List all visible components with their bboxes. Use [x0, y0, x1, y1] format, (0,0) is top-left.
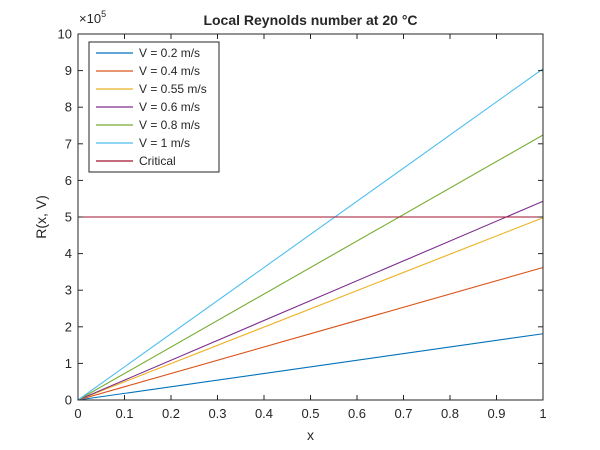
- legend-label-2: V = 0.55 m/s: [139, 82, 207, 96]
- legend-label-3: V = 0.6 m/s: [139, 100, 200, 114]
- y-tick-label-6: 6: [65, 173, 72, 188]
- y-tick-label-1: 1: [65, 356, 72, 371]
- series-line-0: [77, 333, 544, 401]
- x-tick-label-1: 0.1: [115, 406, 133, 421]
- series-line-5: [77, 68, 544, 401]
- x-tick-label-10: 1: [539, 406, 546, 421]
- x-tick-label-0: 0: [74, 406, 81, 421]
- legend-label-1: V = 0.4 m/s: [139, 64, 200, 78]
- x-axis-ticks: 0 0.1 0.2 0.3 0.4 0.5 0.6 0.7 0.8 0.9 1: [74, 34, 547, 421]
- y-exponent-label: ×105: [79, 9, 106, 26]
- legend-label-6: Critical: [139, 154, 176, 168]
- x-tick-label-3: 0.3: [208, 406, 226, 421]
- y-tick-label-5: 5: [65, 210, 72, 225]
- series-line-3: [77, 200, 544, 401]
- y-tick-label-10: 10: [58, 27, 72, 42]
- chart-title: Local Reynolds number at 20 °C: [203, 12, 417, 28]
- x-tick-label-2: 0.2: [162, 406, 180, 421]
- legend-label-5: V = 1 m/s: [139, 136, 190, 150]
- series-line-2: [77, 217, 544, 401]
- legend-label-4: V = 0.8 m/s: [139, 118, 200, 132]
- y-exponent-power: 5: [101, 9, 106, 19]
- x-tick-label-4: 0.4: [255, 406, 273, 421]
- y-axis-ticks: 0 1 2 3 4 5 6 7 8 9 10: [58, 27, 543, 408]
- legend-items: V = 0.2 m/s V = 0.4 m/s V = 0.55 m/s V = 0.…: [96, 46, 207, 168]
- y-tick-label-4: 4: [65, 246, 72, 261]
- y-tick-label-9: 9: [65, 63, 72, 78]
- x-tick-label-5: 0.5: [301, 406, 319, 421]
- y-tick-label-0: 0: [65, 393, 72, 408]
- legend-label-0: V = 0.2 m/s: [139, 46, 200, 60]
- y-axis-label: R(x, V): [33, 195, 49, 239]
- y-tick-label-7: 7: [65, 136, 72, 151]
- x-tick-label-8: 0.8: [441, 406, 459, 421]
- y-tick-label-3: 3: [65, 283, 72, 298]
- y-tick-label-8: 8: [65, 100, 72, 115]
- y-tick-label-2: 2: [65, 319, 72, 334]
- x-axis-label: x: [307, 427, 314, 443]
- x-tick-label-7: 0.7: [394, 406, 412, 421]
- x-tick-label-9: 0.9: [487, 406, 505, 421]
- series-layer: [77, 68, 544, 401]
- series-line-4: [77, 134, 544, 401]
- legend: V = 0.2 m/s V = 0.4 m/s V = 0.55 m/s V = 0.…: [88, 41, 220, 173]
- series-line-1: [77, 266, 544, 401]
- x-tick-label-6: 0.6: [348, 406, 366, 421]
